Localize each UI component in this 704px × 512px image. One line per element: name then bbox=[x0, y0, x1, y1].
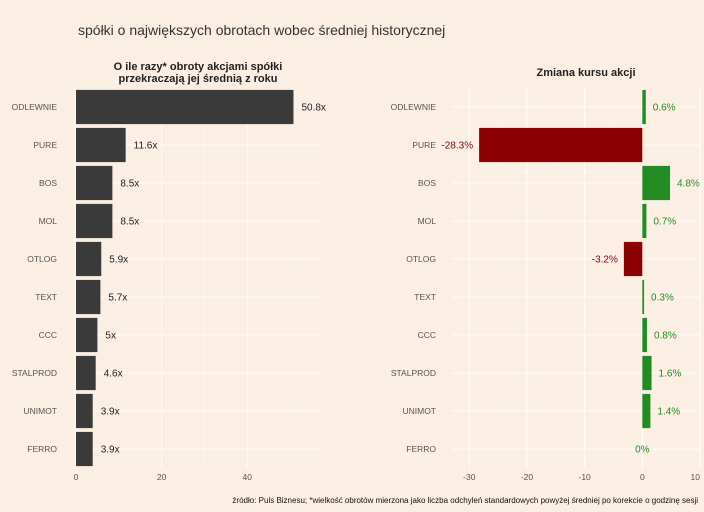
category-label: FERRO bbox=[27, 444, 57, 454]
grid-turnover bbox=[75, 88, 320, 468]
category-label: OTLOG bbox=[27, 254, 57, 264]
category-label: UNIMOT bbox=[23, 406, 57, 416]
bar-price-change bbox=[642, 89, 646, 125]
bar-turnover bbox=[76, 317, 98, 353]
data-label-price-change: 0.7% bbox=[653, 217, 676, 228]
panel-turnover: O ile razy* obroty akcjami spółki przekr… bbox=[12, 61, 326, 482]
data-label-turnover: 8.5x bbox=[120, 179, 139, 190]
category-label: BOS bbox=[39, 178, 57, 188]
bar-price-change bbox=[479, 127, 643, 163]
bar-turnover bbox=[76, 89, 294, 125]
category-label: OTLOG bbox=[406, 254, 436, 264]
data-label-price-change: -3.2% bbox=[592, 255, 618, 266]
category-label: FERRO bbox=[406, 444, 436, 454]
x-tick-label: -30 bbox=[463, 472, 476, 482]
data-label-price-change: 0.6% bbox=[653, 103, 676, 114]
category-label: CCC bbox=[418, 330, 436, 340]
bar-turnover bbox=[76, 431, 93, 467]
category-label: MOL bbox=[418, 216, 437, 226]
x-tick-label: 0 bbox=[640, 472, 645, 482]
data-label-price-change: 0.8% bbox=[654, 331, 677, 342]
bar-turnover bbox=[76, 127, 126, 163]
data-label-turnover: 3.9x bbox=[101, 407, 120, 418]
category-labels-turnover: ODLEWNIE PURE BOS MOL OTLOG TEXT CCC STALPROD UN… bbox=[12, 102, 58, 454]
category-label: PURE bbox=[33, 140, 57, 150]
panel-title-price-change: Zmiana kursu akcji bbox=[536, 67, 635, 79]
bar-turnover bbox=[76, 241, 102, 277]
panel-title-turnover-line-1: O ile razy* obroty akcjami spółki bbox=[114, 61, 283, 73]
category-label: BOS bbox=[418, 178, 436, 188]
data-label-turnover: 5.7x bbox=[108, 293, 127, 304]
bar-turnover bbox=[76, 279, 101, 315]
x-tick-label: -10 bbox=[579, 472, 592, 482]
data-label-turnover: 5x bbox=[105, 331, 116, 342]
category-labels-price-change: ODLEWNIE PURE BOS MOL OTLOG TEXT CCC STALPROD UN… bbox=[391, 102, 437, 454]
category-label: MOL bbox=[39, 216, 58, 226]
panel-title-turnover-line-2: przekraczają jej średnią z roku bbox=[119, 73, 278, 85]
category-label: CCC bbox=[39, 330, 57, 340]
category-label: UNIMOT bbox=[402, 406, 436, 416]
x-tick-label: -20 bbox=[521, 472, 534, 482]
bars-price-change: 0.6% -28.3% 4.8% 0.7% -3.2% 0.3% 0.8% 1.6% 1.4% 0… bbox=[441, 89, 700, 456]
bar-turnover bbox=[76, 203, 113, 239]
category-label: ODLEWNIE bbox=[12, 102, 58, 112]
x-tick-label: 20 bbox=[157, 472, 167, 482]
x-tick-label: 10 bbox=[691, 472, 701, 482]
bar-turnover bbox=[76, 165, 113, 201]
data-label-price-change: 0% bbox=[635, 445, 650, 456]
data-label-turnover: 11.6x bbox=[134, 141, 158, 152]
data-label-price-change: 1.4% bbox=[657, 407, 680, 418]
chart-caption: źródło: Puls Biznesu; *wielkość obrotów … bbox=[232, 496, 698, 505]
category-label: STALPROD bbox=[12, 368, 57, 378]
data-label-turnover: 4.6x bbox=[104, 369, 123, 380]
bar-price-change bbox=[623, 241, 643, 277]
data-label-price-change: 0.3% bbox=[651, 293, 674, 304]
data-label-turnover: 5.9x bbox=[109, 255, 128, 266]
category-label: TEXT bbox=[35, 292, 57, 302]
bar-price-change bbox=[642, 393, 651, 429]
data-label-turnover: 50.8x bbox=[301, 103, 325, 114]
x-tick-label: 40 bbox=[242, 472, 252, 482]
x-axis-ticks-price-change: -30 -20 -10 0 10 bbox=[463, 472, 700, 482]
category-label: STALPROD bbox=[391, 368, 436, 378]
x-axis-ticks-turnover: 0 20 40 bbox=[74, 472, 253, 482]
category-label: TEXT bbox=[414, 292, 436, 302]
data-label-price-change: 1.6% bbox=[659, 369, 682, 380]
category-label: PURE bbox=[412, 140, 436, 150]
chart-title: spółki o największych obrotach wobec śre… bbox=[78, 22, 445, 38]
bar-price-change bbox=[642, 355, 652, 391]
data-label-price-change: -28.3% bbox=[441, 141, 473, 152]
x-tick-label: 0 bbox=[74, 472, 79, 482]
panel-price-change: Zmiana kursu akcji 0.6% -28.3% 4.8% 0.7% -3.… bbox=[391, 67, 701, 482]
data-label-price-change: 4.8% bbox=[677, 179, 700, 190]
bar-price-change bbox=[642, 165, 671, 201]
bar-price-change bbox=[642, 279, 645, 315]
bar-turnover bbox=[76, 393, 93, 429]
bar-turnover bbox=[76, 355, 96, 391]
data-label-turnover: 8.5x bbox=[120, 217, 139, 228]
bar-price-change bbox=[642, 203, 647, 239]
bars-turnover: 50.8x 11.6x 8.5x 8.5x 5.9x 5.7x 5x 4.6x 3.9x 3.9x bbox=[76, 89, 326, 467]
bar-price-change bbox=[642, 317, 647, 353]
category-label: ODLEWNIE bbox=[391, 102, 437, 112]
data-label-turnover: 3.9x bbox=[101, 445, 120, 456]
